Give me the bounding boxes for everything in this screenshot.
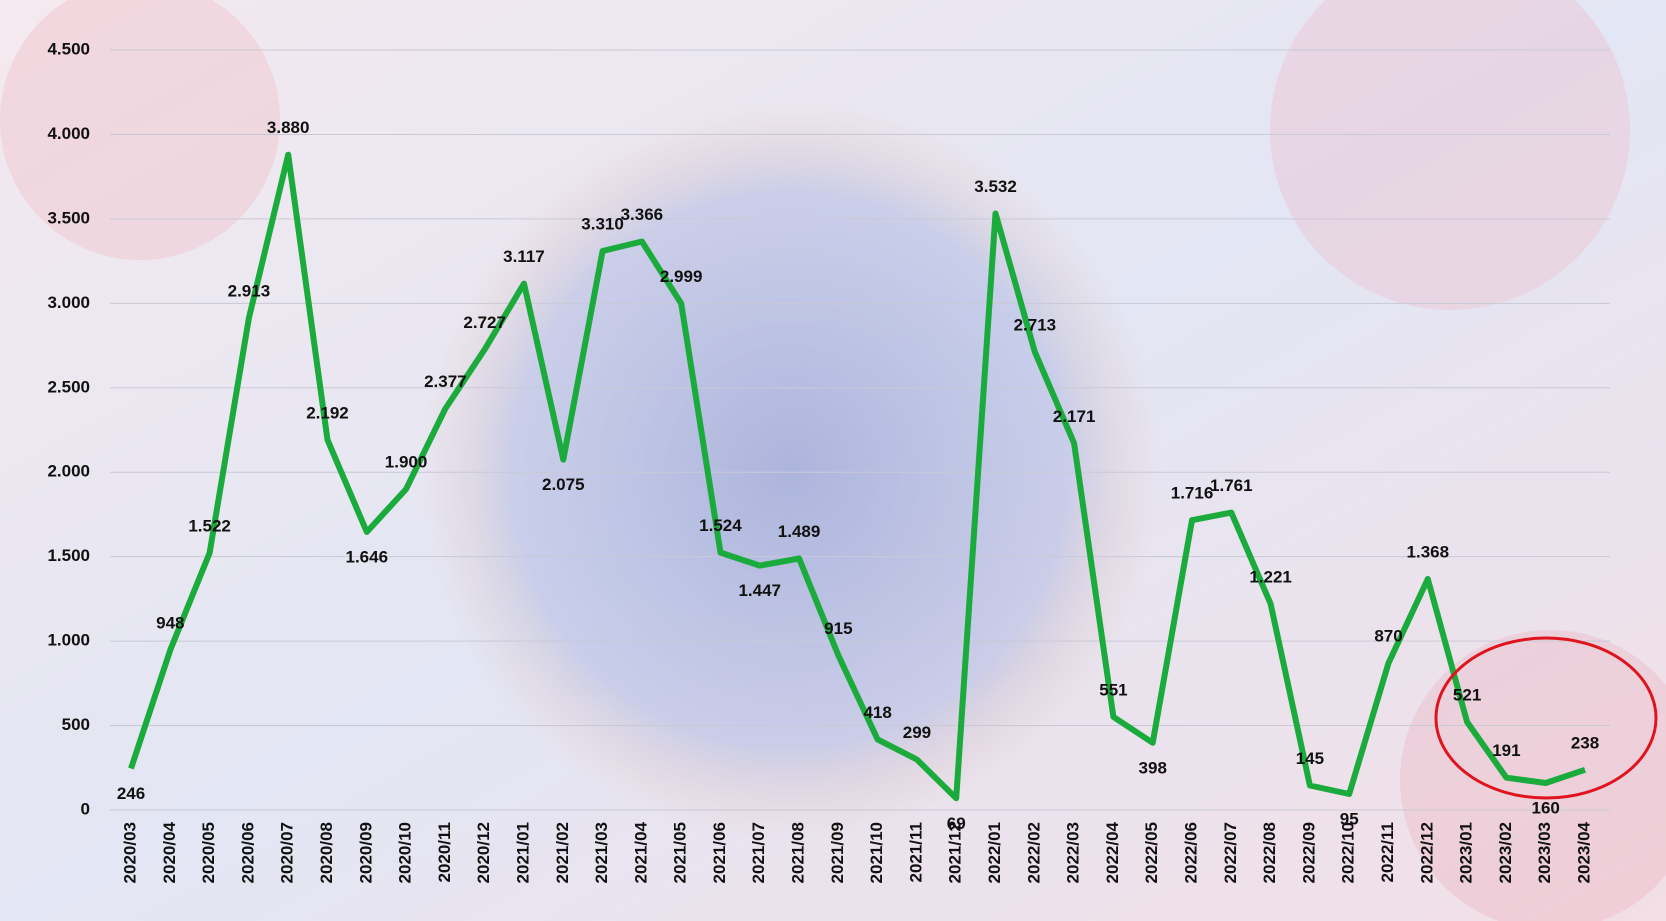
x-tick-label: 2022/08: [1260, 822, 1279, 883]
x-tick-label: 2021/11: [906, 822, 925, 883]
x-tick-label: 2022/02: [1024, 822, 1043, 883]
x-tick-label: 2022/05: [1142, 822, 1161, 883]
y-tick-label: 0: [81, 799, 90, 818]
x-tick-label: 2022/11: [1378, 822, 1397, 883]
value-label: 870: [1374, 627, 1402, 646]
value-label: 160: [1532, 798, 1560, 817]
background-blob: [1270, 0, 1630, 310]
value-label: 2.192: [306, 403, 349, 422]
x-tick-label: 2020/05: [199, 822, 218, 883]
x-tick-label: 2023/03: [1535, 822, 1554, 883]
value-label: 246: [117, 784, 145, 803]
x-tick-label: 2020/08: [317, 822, 336, 883]
value-label: 1.524: [699, 516, 742, 535]
value-label: 95: [1340, 809, 1359, 828]
value-label: 915: [824, 619, 852, 638]
x-tick-label: 2021/08: [789, 822, 808, 883]
x-tick-label: 2021/10: [867, 822, 886, 883]
value-label: 2.727: [463, 313, 506, 332]
value-label: 3.117: [503, 247, 545, 266]
x-tick-label: 2023/02: [1496, 822, 1515, 883]
data-line: [128, 151, 1586, 802]
x-tick-label: 2022/03: [1064, 822, 1083, 883]
y-tick-label: 2.000: [47, 462, 90, 481]
x-tick-label: 2022/04: [1103, 821, 1122, 883]
y-tick-label: 1.000: [47, 631, 90, 650]
y-tick-label: 3.500: [47, 208, 90, 227]
y-tick-label: 1.500: [47, 546, 90, 565]
background-blob: [1400, 630, 1666, 921]
y-tick-label: 4.000: [47, 124, 90, 143]
x-tick-label: 2021/06: [710, 822, 729, 883]
x-tick-label: 2022/09: [1299, 822, 1318, 883]
x-tick-label: 2021/05: [671, 822, 690, 883]
x-tick-label: 2021/03: [592, 822, 611, 883]
value-label: 1.368: [1407, 542, 1450, 561]
y-tick-label: 4.500: [47, 39, 90, 58]
value-label: 2.377: [424, 372, 467, 391]
highlight-ellipse: [1434, 636, 1658, 800]
value-label: 2.713: [1014, 315, 1057, 334]
value-label: 1.646: [346, 547, 389, 566]
value-label: 3.366: [621, 205, 664, 224]
background-virus: [420, 100, 1160, 840]
x-tick-label: 2020/10: [396, 822, 415, 883]
value-label: 2.171: [1053, 407, 1096, 426]
value-label: 1.489: [778, 522, 821, 541]
x-tick-label: 2022/06: [1182, 822, 1201, 883]
value-label: 521: [1453, 685, 1481, 704]
value-label: 418: [863, 703, 891, 722]
x-tick-label: 2022/10: [1339, 822, 1358, 883]
x-tick-label: 2023/04: [1574, 821, 1593, 883]
x-tick-label: 2021/04: [631, 821, 650, 883]
x-tick-label: 2021/01: [513, 822, 532, 883]
value-label: 1.716: [1171, 484, 1214, 503]
x-tick-label: 2021/12: [946, 822, 965, 883]
value-label: 2.999: [660, 267, 703, 286]
value-label: 1.761: [1210, 476, 1253, 495]
x-tick-label: 2021/02: [553, 822, 572, 883]
background-blob: [0, 0, 280, 260]
value-label: 69: [947, 814, 966, 833]
x-tick-label: 2022/07: [1221, 822, 1240, 883]
x-tick-label: 2020/06: [238, 822, 257, 883]
x-tick-label: 2022/12: [1417, 822, 1436, 883]
value-label: 3.880: [267, 118, 310, 137]
value-label: 299: [903, 723, 931, 742]
y-tick-label: 2.500: [47, 377, 90, 396]
value-label: 551: [1099, 680, 1127, 699]
y-tick-label: 3.000: [47, 293, 90, 312]
grid: 0 500 1.000 1.500 2.000 2.500 3.000 3.500 4.000 4…: [47, 39, 1610, 883]
x-tick-label: 2020/03: [120, 822, 139, 883]
value-label: 948: [156, 613, 184, 632]
x-tick-label: 2023/01: [1457, 822, 1476, 883]
value-label: 1.221: [1249, 567, 1292, 586]
value-label: 2.913: [228, 282, 271, 301]
value-label: 145: [1296, 749, 1324, 768]
x-tick-label: 2021/07: [749, 822, 768, 883]
value-label: 1.522: [188, 516, 231, 535]
x-tick-label: 2020/09: [356, 822, 375, 883]
x-tick-label: 2021/09: [828, 822, 847, 883]
value-label: 398: [1139, 758, 1167, 777]
x-tick-label: 2020/11: [435, 822, 454, 883]
value-label: 1.447: [738, 581, 781, 600]
value-label: 238: [1571, 733, 1599, 752]
x-tick-label: 2020/04: [160, 821, 179, 883]
value-label: 3.310: [581, 214, 624, 233]
value-label: 191: [1492, 741, 1520, 760]
plot: 246 948 1.522 2.913 3.880 2.192 1.646 1.900 2.37…: [117, 118, 1599, 833]
value-label: 1.900: [385, 453, 428, 472]
x-tick-label: 2020/12: [474, 822, 493, 883]
x-tick-label: 2020/07: [278, 822, 297, 883]
value-label: 3.532: [974, 177, 1017, 196]
value-label: 2.075: [542, 475, 585, 494]
x-tick-label: 2022/01: [985, 822, 1004, 883]
y-tick-label: 500: [62, 715, 90, 734]
